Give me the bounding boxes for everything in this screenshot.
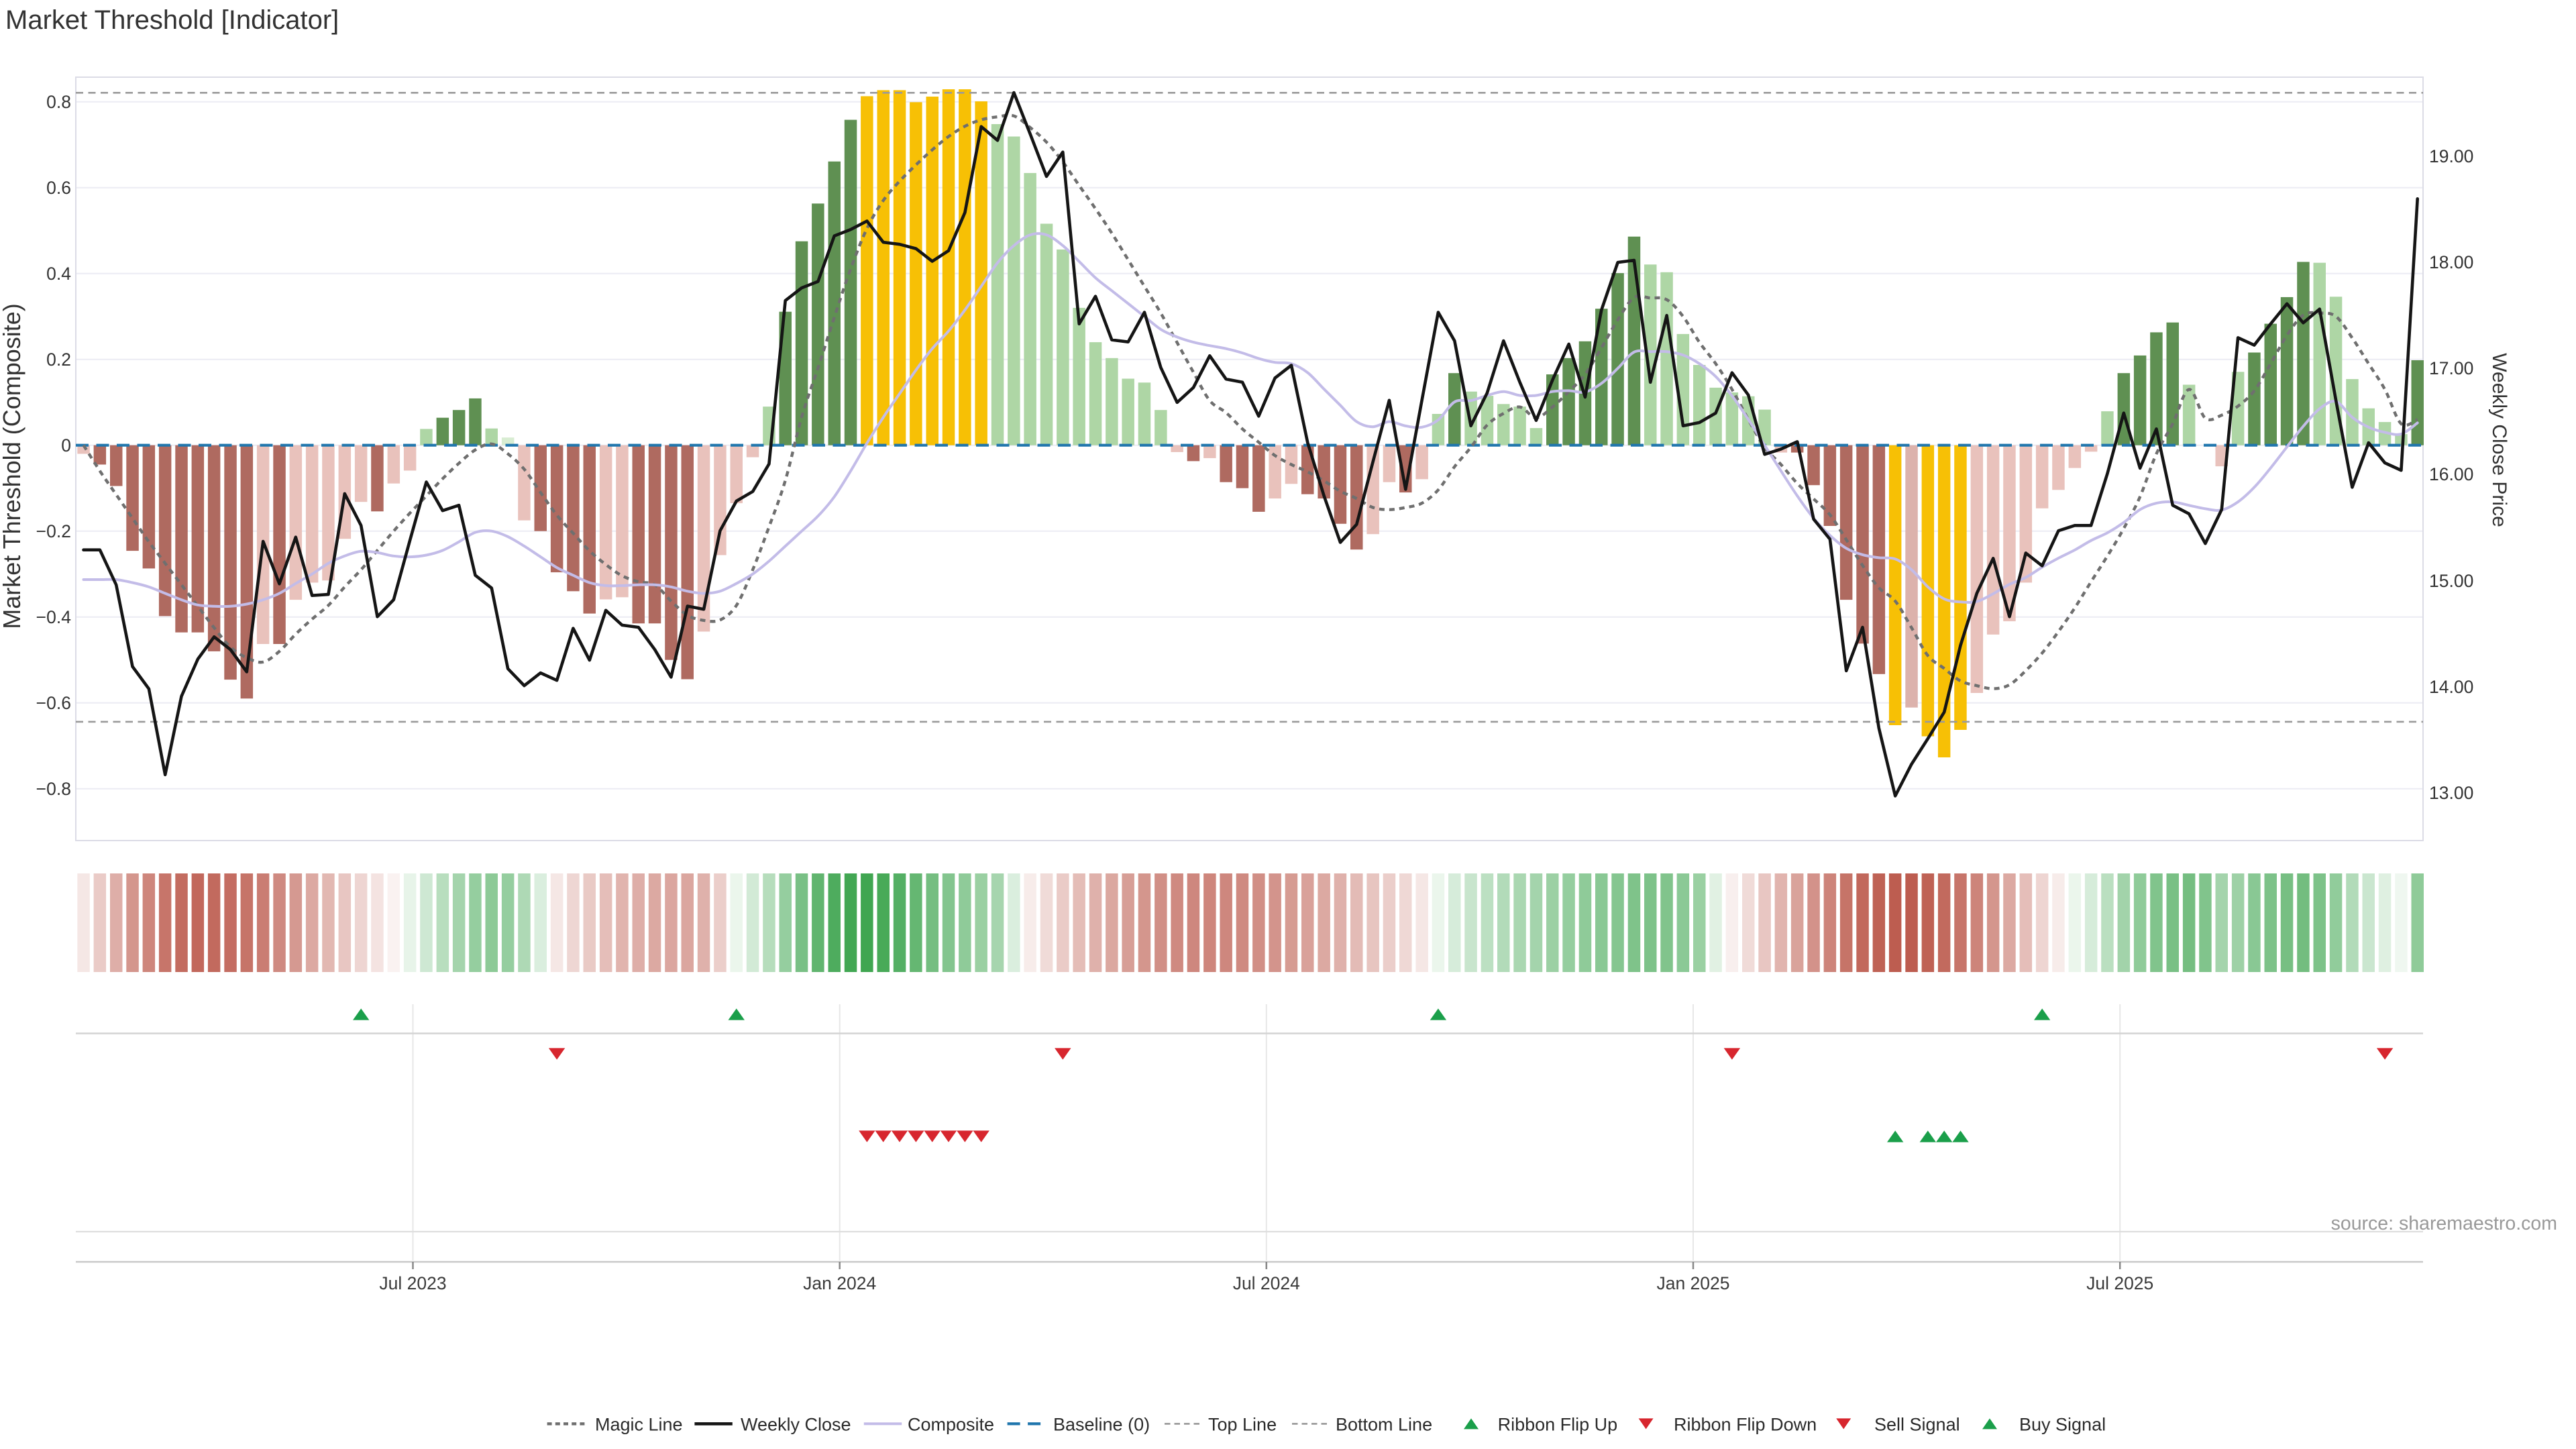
svg-text:Buy Signal: Buy Signal — [2019, 1414, 2106, 1434]
svg-text:−0.2: −0.2 — [36, 521, 71, 541]
svg-text:Top Line: Top Line — [1208, 1414, 1277, 1434]
svg-text:14.00: 14.00 — [2429, 677, 2473, 697]
svg-text:−0.8: −0.8 — [36, 779, 71, 799]
svg-text:Composite: Composite — [908, 1414, 994, 1434]
svg-text:−0.4: −0.4 — [36, 607, 71, 627]
svg-text:Market Threshold [Indicator]: Market Threshold [Indicator] — [5, 5, 339, 35]
svg-text:Jul 2025: Jul 2025 — [2086, 1273, 2153, 1293]
svg-text:Jul 2023: Jul 2023 — [379, 1273, 446, 1293]
svg-text:Bottom Line: Bottom Line — [1336, 1414, 1432, 1434]
svg-text:0.8: 0.8 — [46, 92, 71, 112]
svg-text:Ribbon Flip Up: Ribbon Flip Up — [1498, 1414, 1618, 1434]
svg-text:0.6: 0.6 — [46, 178, 71, 198]
svg-text:0: 0 — [61, 435, 71, 455]
svg-text:15.00: 15.00 — [2429, 571, 2473, 591]
svg-text:Market Threshold (Composite): Market Threshold (Composite) — [0, 303, 25, 629]
svg-text:Sell Signal: Sell Signal — [1874, 1414, 1960, 1434]
svg-text:19.00: 19.00 — [2429, 146, 2473, 166]
svg-text:Jan 2024: Jan 2024 — [803, 1273, 876, 1293]
svg-text:Ribbon Flip Down: Ribbon Flip Down — [1674, 1414, 1817, 1434]
svg-text:18.00: 18.00 — [2429, 252, 2473, 272]
svg-text:Jul 2024: Jul 2024 — [1233, 1273, 1300, 1293]
svg-text:Weekly Close: Weekly Close — [741, 1414, 851, 1434]
svg-text:Weekly Close Price: Weekly Close Price — [2488, 353, 2510, 527]
svg-text:Jan 2025: Jan 2025 — [1656, 1273, 1729, 1293]
svg-text:−0.6: −0.6 — [36, 693, 71, 713]
svg-text:0.4: 0.4 — [46, 264, 71, 284]
svg-text:0.2: 0.2 — [46, 350, 71, 370]
svg-text:Magic Line: Magic Line — [595, 1414, 683, 1434]
svg-text:source: sharemaestro.com: source: sharemaestro.com — [2331, 1213, 2557, 1234]
svg-text:17.00: 17.00 — [2429, 358, 2473, 378]
svg-text:Baseline (0): Baseline (0) — [1053, 1414, 1150, 1434]
svg-text:16.00: 16.00 — [2429, 464, 2473, 484]
svg-text:13.00: 13.00 — [2429, 783, 2473, 803]
